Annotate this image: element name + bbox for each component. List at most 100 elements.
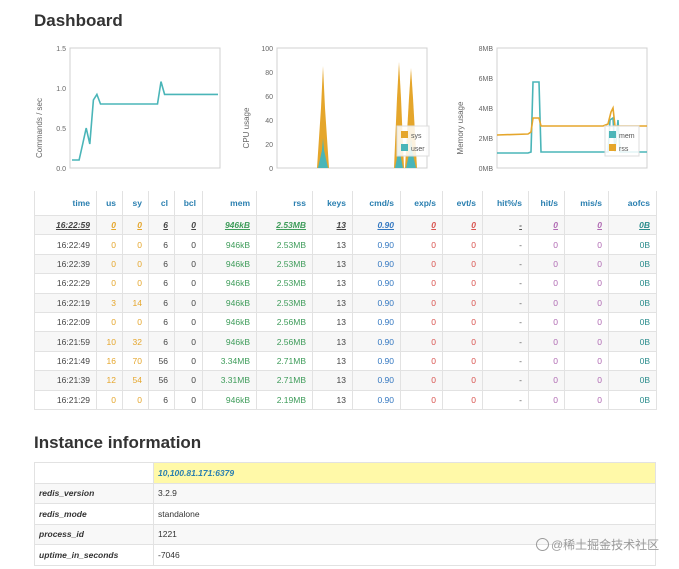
cell-aofcs: 0B — [608, 234, 657, 255]
cell-bcl: 0 — [174, 311, 203, 333]
col-header-mis: mis/s — [564, 191, 609, 216]
cell-keys: 13 — [312, 350, 353, 372]
col-header-evt: evt/s — [442, 191, 483, 216]
field-key: redis_mode — [34, 503, 154, 525]
y-tick-label: 0 — [269, 166, 273, 173]
page-title: Dashboard — [34, 11, 123, 30]
y-tick-label: 4MB — [479, 106, 494, 113]
cell-us: 3 — [96, 292, 123, 313]
cell-hit-pct: - — [482, 234, 529, 255]
cell-evt: 0 — [442, 273, 483, 294]
y-tick-label: 1.5 — [56, 46, 66, 53]
cell-exp: 0 — [400, 292, 443, 313]
cell-cl: 6 — [148, 234, 175, 255]
cell-exp: 0 — [400, 253, 443, 275]
instance-field-row: process_id 1221 — [34, 523, 656, 545]
cell-rss: 2.53MB — [256, 273, 313, 294]
instance-server-address: 10,100.81.171:6379 — [153, 462, 656, 484]
cell-keys: 13 — [312, 234, 353, 255]
cell-hit-pct: - — [482, 253, 529, 275]
cell-evt: 0 — [442, 253, 483, 275]
cell-keys: 13 — [312, 389, 353, 410]
col-header-aofcs: aofcs — [608, 191, 657, 216]
cell-cl: 6 — [148, 273, 175, 294]
cell-time: 16:21:49 — [34, 350, 97, 372]
cell-mis: 0 — [564, 331, 609, 352]
cell-cl: 56 — [148, 370, 175, 391]
cell-cl: 6 — [148, 214, 175, 236]
cell-hit: 0 — [528, 253, 565, 275]
stats-row: 16:22:09 0 0 6 0 946kB 2.56MB 13 0.90 0 0-0 0 0B — [34, 311, 657, 333]
cell-bcl: 0 — [174, 273, 203, 294]
user-area — [318, 138, 328, 168]
cell-us: 10 — [96, 331, 123, 352]
legend-label-rss: rss — [619, 146, 629, 153]
cell-exp: 0 — [400, 350, 443, 372]
cell-mis: 0 — [564, 292, 609, 313]
col-header-sy: sy — [122, 191, 149, 216]
cell-cl: 6 — [148, 311, 175, 333]
cell-hit: 0 — [528, 370, 565, 391]
field-value: 3.2.9 — [153, 482, 656, 504]
cell-aofcs: 0B — [608, 292, 657, 313]
cell-keys: 13 — [312, 214, 353, 236]
cell-hit-pct: - — [482, 331, 529, 352]
cell-evt: 0 — [442, 292, 483, 313]
cell-cl: 6 — [148, 389, 175, 410]
cell-rss: 2.53MB — [256, 234, 313, 255]
cell-bcl: 0 — [174, 370, 203, 391]
col-header-time: time — [34, 191, 97, 216]
col-header-keys: keys — [312, 191, 353, 216]
watermark-icon — [536, 538, 549, 551]
cell-mis: 0 — [564, 370, 609, 391]
cell-hit-pct: - — [482, 389, 529, 410]
cell-us: 0 — [96, 273, 123, 294]
sys-area — [317, 66, 329, 168]
y-tick-label: 8MB — [479, 46, 494, 53]
cell-mem: 946kB — [202, 273, 257, 294]
legend-label-user: user — [411, 146, 425, 153]
cell-evt: 0 — [442, 311, 483, 333]
cell-mem: 946kB — [202, 331, 257, 352]
field-key: redis_version — [34, 482, 154, 504]
instance-field-row: redis_version 3.2.9 — [34, 482, 656, 504]
cell-aofcs: 0B — [608, 350, 657, 372]
cell-cmd: 0.90 — [352, 214, 401, 236]
legend-swatch-user — [401, 144, 408, 151]
cell-us: 16 — [96, 350, 123, 372]
field-key: uptime_in_seconds — [34, 544, 154, 566]
cell-hit-pct: - — [482, 214, 529, 236]
cell-aofcs: 0B — [608, 370, 657, 391]
cell-aofcs: 0B — [608, 331, 657, 352]
cell-hit: 0 — [528, 273, 565, 294]
cell-keys: 13 — [312, 370, 353, 391]
cell-us: 0 — [96, 234, 123, 255]
legend-swatch-sys — [401, 131, 408, 138]
col-header-mem: mem — [202, 191, 257, 216]
commands-per-sec-chart: Commands / sec 1.5 1.0 0.5 0.0 — [35, 46, 221, 173]
cell-evt: 0 — [442, 350, 483, 372]
col-header-cl: cl — [148, 191, 175, 216]
cell-sy: 0 — [122, 214, 149, 236]
legend-label-sys: sys — [411, 133, 422, 140]
cell-cl: 56 — [148, 350, 175, 372]
cell-mem: 946kB — [202, 389, 257, 410]
stats-row: 16:22:29 0 0 6 0 946kB 2.53MB 13 0.90 0 0-0 0 0B — [34, 273, 657, 294]
cell-evt: 0 — [442, 214, 483, 236]
instance-field-row: uptime_in_seconds -7046 — [34, 544, 656, 566]
col-header-cmd: cmd/s — [352, 191, 401, 216]
cell-rss: 2.19MB — [256, 389, 313, 410]
cell-time: 16:22:39 — [34, 253, 97, 275]
y-tick-label: 60 — [265, 94, 273, 101]
cell-mem: 3.31MB — [202, 370, 257, 391]
legend-swatch-rss — [609, 144, 616, 151]
chart-legend: sys user — [396, 125, 430, 157]
cell-mem: 946kB — [202, 253, 257, 275]
cell-mis: 0 — [564, 389, 609, 410]
cell-sy: 14 — [122, 292, 149, 313]
cell-exp: 0 — [400, 311, 443, 333]
cell-keys: 13 — [312, 292, 353, 313]
cell-exp: 0 — [400, 331, 443, 352]
cell-keys: 13 — [312, 273, 353, 294]
cell-time: 16:22:29 — [34, 273, 97, 294]
